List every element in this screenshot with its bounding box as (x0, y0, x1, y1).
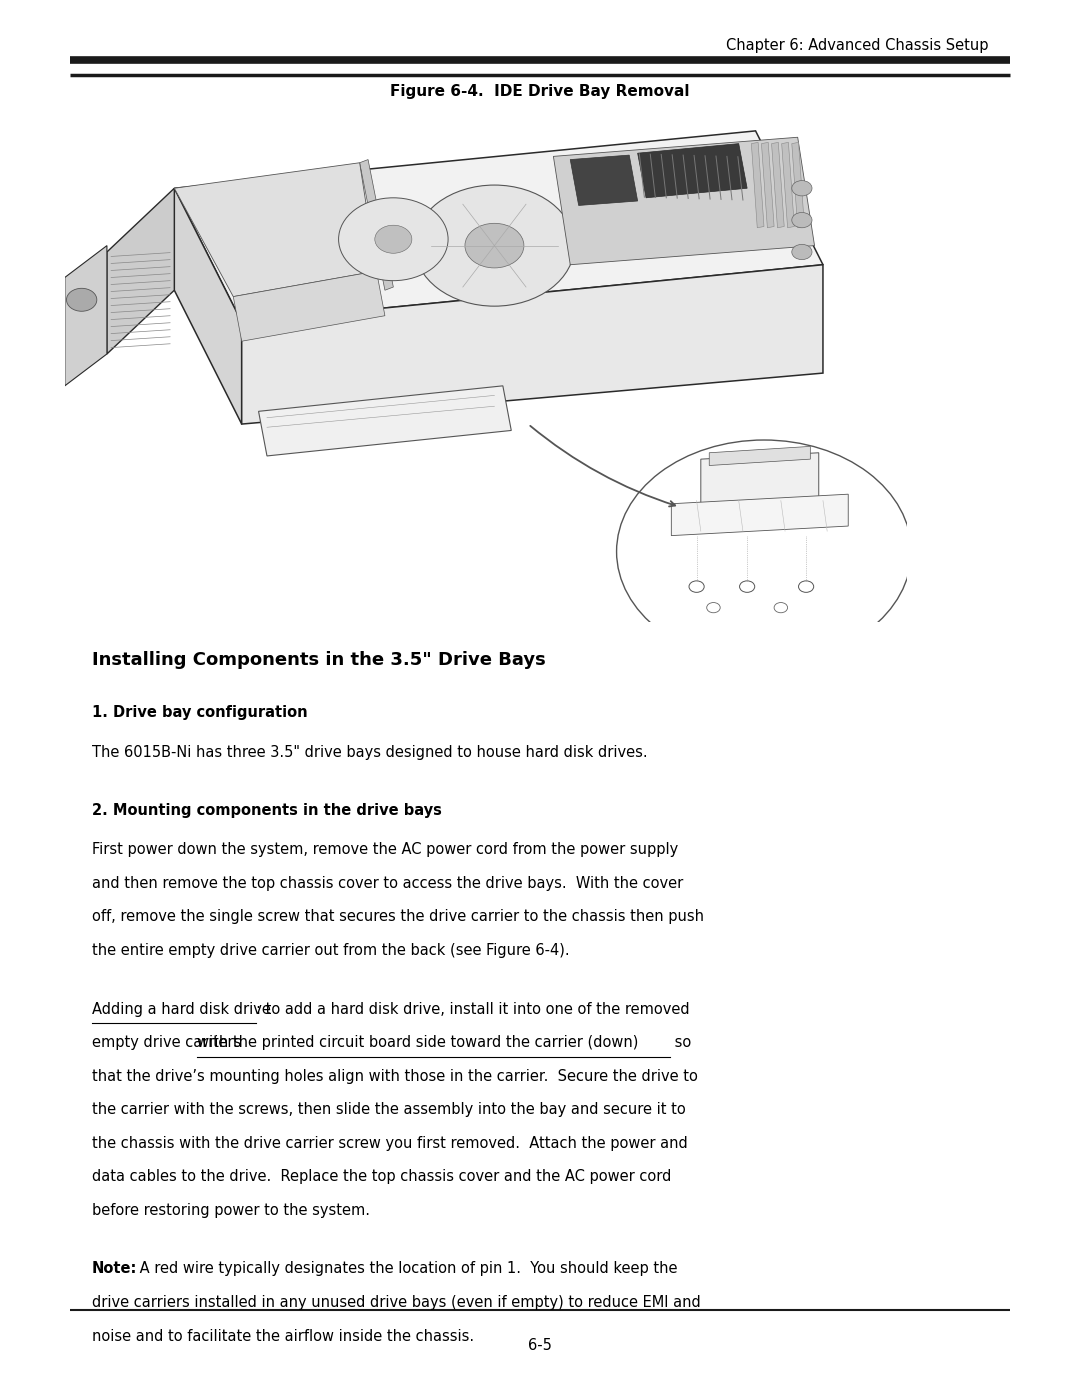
Polygon shape (553, 137, 814, 264)
Text: data cables to the drive.  Replace the top chassis cover and the AC power cord: data cables to the drive. Replace the to… (92, 1169, 671, 1185)
Text: Note:: Note: (92, 1261, 137, 1277)
Text: noise and to facilitate the airflow inside the chassis.: noise and to facilitate the airflow insi… (92, 1329, 474, 1344)
Text: so: so (670, 1035, 691, 1051)
Circle shape (774, 602, 787, 613)
Text: Adding a hard disk drive: Adding a hard disk drive (92, 1002, 271, 1017)
Polygon shape (637, 144, 747, 198)
Text: A red wire typically designates the location of pin 1.  You should keep the: A red wire typically designates the loca… (135, 1261, 677, 1277)
Text: 6-5: 6-5 (528, 1338, 552, 1354)
Polygon shape (174, 189, 242, 425)
Text: 2. Mounting components in the drive bays: 2. Mounting components in the drive bays (92, 803, 442, 819)
Circle shape (798, 581, 813, 592)
Polygon shape (174, 163, 377, 296)
Text: before restoring power to the system.: before restoring power to the system. (92, 1203, 369, 1218)
Text: : to add a hard disk drive, install it into one of the removed: : to add a hard disk drive, install it i… (256, 1002, 690, 1017)
Polygon shape (242, 264, 823, 425)
Text: Installing Components in the 3.5" Drive Bays: Installing Components in the 3.5" Drive … (92, 651, 545, 669)
Text: with the printed circuit board side toward the carrier (down): with the printed circuit board side towa… (197, 1035, 638, 1051)
Circle shape (792, 180, 812, 196)
Text: the chassis with the drive carrier screw you first removed.  Attach the power an: the chassis with the drive carrier screw… (92, 1136, 688, 1151)
Polygon shape (360, 159, 393, 291)
Circle shape (67, 288, 97, 312)
Circle shape (375, 225, 411, 253)
Polygon shape (65, 246, 107, 386)
Polygon shape (710, 447, 810, 465)
Circle shape (740, 581, 755, 592)
Circle shape (689, 581, 704, 592)
Polygon shape (570, 155, 637, 205)
Text: 1. Drive bay configuration: 1. Drive bay configuration (92, 705, 308, 721)
Text: the carrier with the screws, then slide the assembly into the bay and secure it : the carrier with the screws, then slide … (92, 1102, 686, 1118)
Polygon shape (233, 271, 384, 341)
Text: the entire empty drive carrier out from the back (see Figure 6-4).: the entire empty drive carrier out from … (92, 943, 569, 958)
Polygon shape (782, 142, 794, 228)
Text: and then remove the top chassis cover to access the drive bays.  With the cover: and then remove the top chassis cover to… (92, 876, 683, 891)
Circle shape (706, 602, 720, 613)
Polygon shape (107, 189, 174, 353)
Polygon shape (672, 495, 848, 535)
Text: Figure 6-4.  IDE Drive Bay Removal: Figure 6-4. IDE Drive Bay Removal (390, 84, 690, 99)
Polygon shape (752, 142, 764, 228)
Polygon shape (792, 142, 805, 228)
Text: drive carriers installed in any unused drive bays (even if empty) to reduce EMI : drive carriers installed in any unused d… (92, 1295, 701, 1310)
Polygon shape (258, 386, 511, 455)
Circle shape (415, 184, 575, 306)
Polygon shape (761, 142, 774, 228)
Circle shape (792, 244, 812, 260)
Polygon shape (701, 453, 819, 504)
Text: off, remove the single screw that secures the drive carrier to the chassis then : off, remove the single screw that secure… (92, 909, 704, 925)
Text: Chapter 6: Advanced Chassis Setup: Chapter 6: Advanced Chassis Setup (726, 38, 988, 53)
Text: that the drive’s mounting holes align with those in the carrier.  Secure the dri: that the drive’s mounting holes align wi… (92, 1069, 698, 1084)
Circle shape (465, 224, 524, 268)
Polygon shape (174, 131, 823, 323)
Circle shape (792, 212, 812, 228)
Polygon shape (771, 142, 784, 228)
Circle shape (338, 198, 448, 281)
Text: The 6015B-Ni has three 3.5" drive bays designed to house hard disk drives.: The 6015B-Ni has three 3.5" drive bays d… (92, 745, 647, 760)
Text: empty drive carriers: empty drive carriers (92, 1035, 245, 1051)
Text: First power down the system, remove the AC power cord from the power supply: First power down the system, remove the … (92, 842, 678, 858)
Circle shape (617, 440, 912, 664)
